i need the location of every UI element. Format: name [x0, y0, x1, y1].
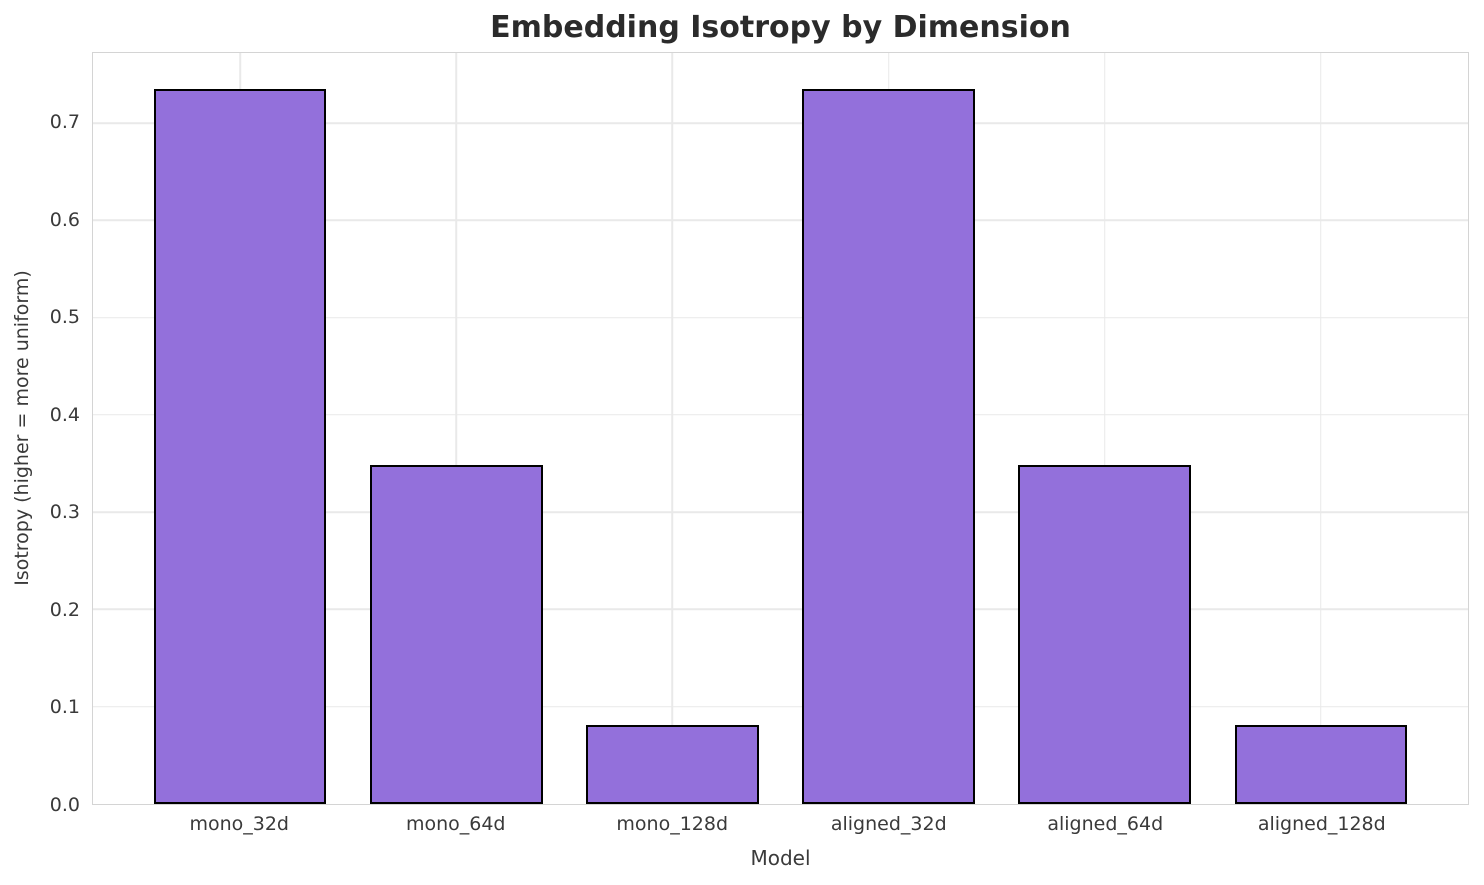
gridline-horizontal — [93, 414, 1468, 416]
bar-aligned_64d — [1018, 464, 1192, 804]
x-tick-label-mono_64d: mono_64d — [405, 813, 506, 835]
gridline-horizontal — [93, 608, 1468, 611]
bar-aligned_32d — [802, 89, 976, 804]
x-axis-ticks: mono_32d mono_64d mono_128d aligned_32d alig… — [92, 813, 1469, 839]
y-tick-label: 0.1 — [49, 696, 80, 719]
bar-mono_128d — [585, 725, 759, 804]
y-axis-ticks: 0.0 0.1 0.2 0.3 0.4 0.5 0.6 0.7 — [0, 52, 80, 816]
bar-mono_64d — [369, 464, 543, 804]
bar-mono_32d — [153, 89, 327, 804]
x-tick-label-aligned_128d: aligned_128d — [1257, 813, 1386, 835]
x-tick-label-mono_128d: mono_128d — [616, 813, 729, 835]
y-tick-label: 0.6 — [49, 208, 80, 231]
gridline-horizontal — [93, 511, 1468, 513]
y-tick-label: 0.3 — [49, 501, 80, 524]
gridline-vertical — [455, 53, 457, 804]
y-tick-label: 0.2 — [49, 598, 80, 621]
gridline-vertical — [671, 53, 674, 804]
x-tick-label-aligned_64d: aligned_64d — [1047, 813, 1164, 835]
x-tick-label-aligned_32d: aligned_32d — [830, 813, 947, 835]
x-axis-label: Model — [750, 846, 811, 870]
y-tick-label: 0.4 — [49, 403, 80, 426]
gridline-horizontal — [93, 219, 1468, 222]
plot-area — [92, 52, 1469, 805]
x-tick-label-mono_32d: mono_32d — [189, 813, 289, 835]
y-tick-label: 0.0 — [49, 794, 80, 816]
gridline-horizontal — [93, 122, 1468, 124]
y-tick-label: 0.7 — [49, 111, 80, 134]
gridline-horizontal — [93, 316, 1468, 319]
y-axis-label: Isotropy (higher = more uniform) — [11, 270, 33, 586]
y-tick-label: 0.5 — [49, 306, 80, 329]
gridline-vertical — [1104, 53, 1106, 804]
gridline-vertical — [1320, 53, 1322, 804]
chart-title: Embedding Isotropy by Dimension — [490, 10, 1071, 45]
bar-aligned_128d — [1234, 725, 1408, 804]
gridline-horizontal — [93, 705, 1468, 708]
